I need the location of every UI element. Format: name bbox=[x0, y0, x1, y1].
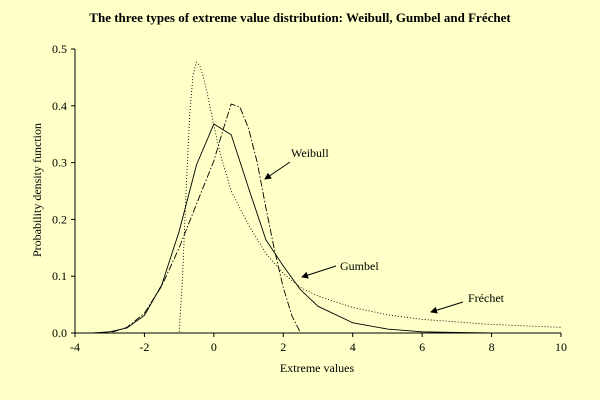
x-tick-label: -4 bbox=[70, 340, 80, 354]
annotation-weibull-arrow bbox=[264, 161, 291, 180]
y-tick-label: 0.1 bbox=[52, 269, 67, 283]
series-weibull-line bbox=[75, 103, 302, 334]
annotation-gumbel-label: Gumbel bbox=[340, 259, 379, 273]
y-tick-label: 0.5 bbox=[52, 42, 67, 56]
annotation-frechet-label: Fréchet bbox=[468, 291, 505, 305]
annotation-frechet-arrow bbox=[430, 301, 464, 314]
y-tick-label: 0.0 bbox=[52, 326, 67, 340]
x-axis-label: Extreme values bbox=[280, 361, 355, 375]
x-tick-label: -2 bbox=[139, 340, 149, 354]
annotations: Weibull Gumbel Fréchet bbox=[264, 146, 505, 314]
axes: -4 -2 0 2 4 6 8 10 0.0 0.1 0.2 0.3 0.4 0.5 bbox=[52, 42, 567, 354]
y-tick-label: 0.3 bbox=[52, 156, 67, 170]
chart-title: The three types of extreme value distrib… bbox=[89, 10, 511, 25]
annotation-gumbel-arrow bbox=[301, 265, 337, 279]
x-tick-label: 0 bbox=[211, 340, 217, 354]
x-tick-label: 2 bbox=[280, 340, 286, 354]
series-gumbel-line bbox=[75, 123, 492, 334]
x-tick-label: 8 bbox=[489, 340, 495, 354]
x-tick-label: 10 bbox=[555, 340, 567, 354]
annotation-weibull-label: Weibull bbox=[291, 146, 329, 160]
y-tick-label: 0.2 bbox=[52, 212, 67, 226]
y-tick-label: 0.4 bbox=[52, 99, 67, 113]
x-tick-label: 4 bbox=[350, 340, 356, 354]
plot-area bbox=[75, 61, 562, 334]
x-tick-label: 6 bbox=[419, 340, 425, 354]
y-axis-label: Probability density function bbox=[30, 123, 44, 257]
